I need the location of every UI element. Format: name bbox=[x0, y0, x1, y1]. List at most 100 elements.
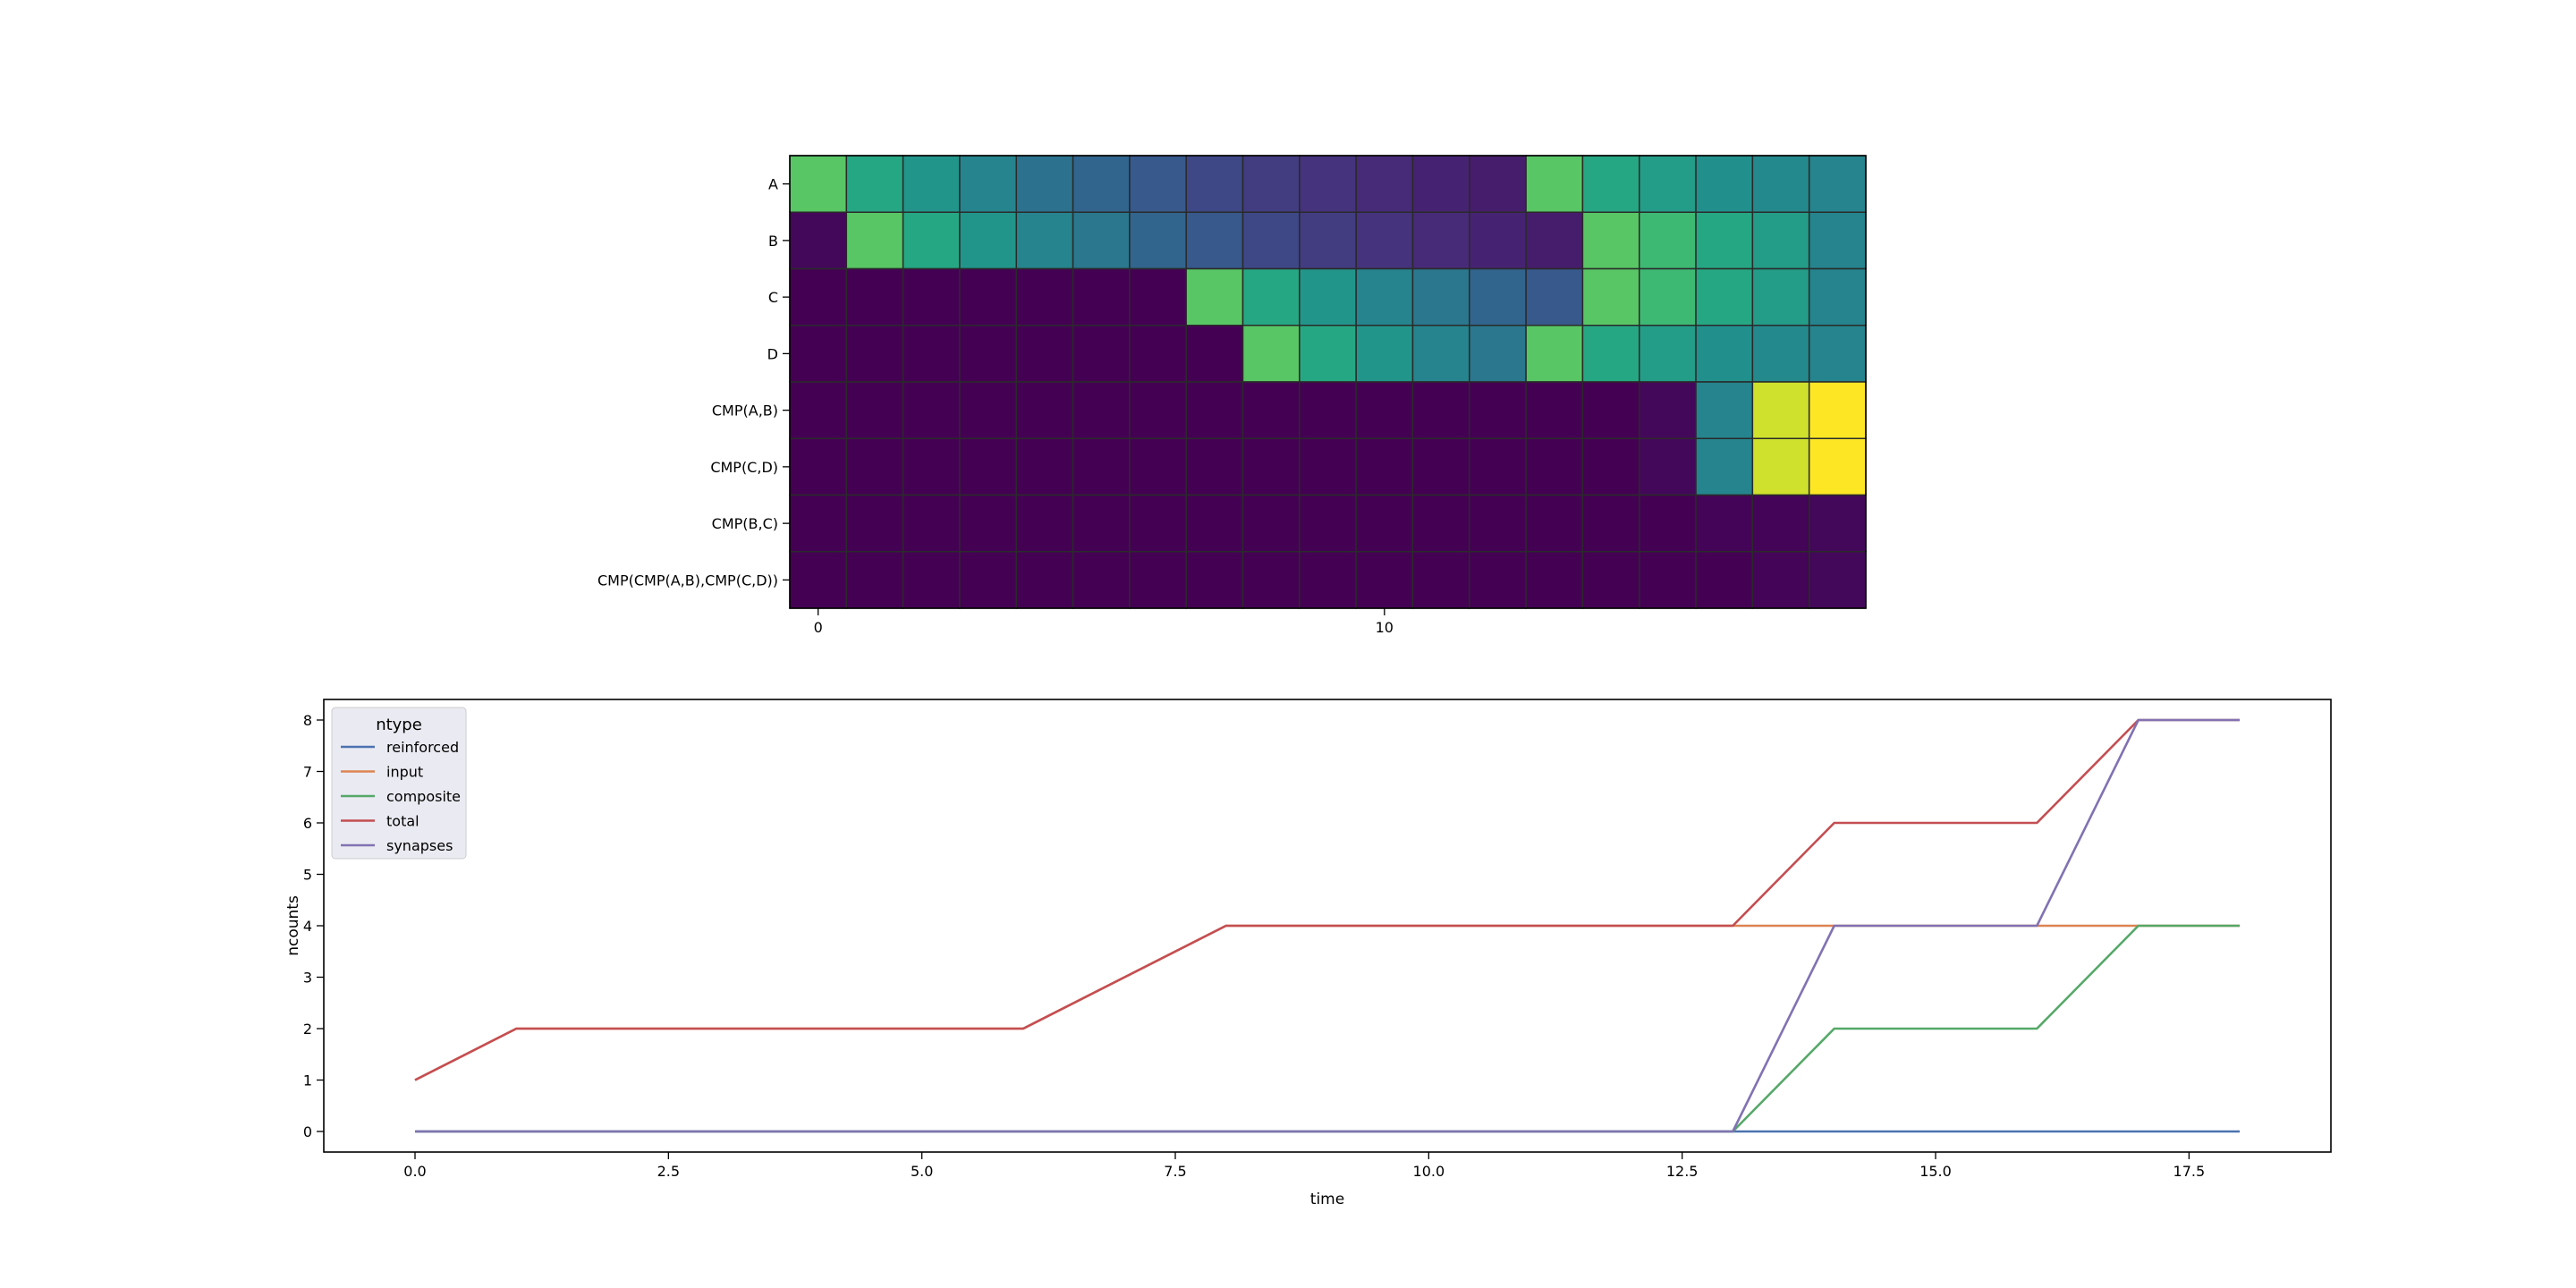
heatmap-cell bbox=[1355, 325, 1414, 383]
legend-label-composite: composite bbox=[386, 788, 461, 805]
heatmap-cell bbox=[1469, 267, 1527, 326]
y-tick-label: 3 bbox=[303, 970, 312, 987]
heatmap-cell bbox=[1185, 494, 1244, 553]
legend-title: ntype bbox=[376, 716, 422, 734]
heatmap-row-label: A bbox=[768, 176, 778, 193]
heatmap-cell bbox=[1355, 381, 1414, 439]
heatmap-cell bbox=[1299, 267, 1357, 326]
heatmap-cell bbox=[1469, 155, 1527, 213]
heatmap-cell bbox=[1241, 211, 1301, 270]
heatmap-cell bbox=[1129, 551, 1187, 609]
heatmap-cell bbox=[1469, 381, 1527, 439]
heatmap-cell bbox=[1808, 437, 1867, 496]
x-tick-label: 10.0 bbox=[1413, 1163, 1445, 1180]
heatmap-cell bbox=[1695, 155, 1754, 213]
y-tick-label: 2 bbox=[303, 1021, 312, 1038]
heatmap-cell bbox=[1411, 437, 1470, 496]
heatmap-cell bbox=[1581, 267, 1640, 326]
heatmap-cell bbox=[1072, 551, 1131, 609]
heatmap-cell bbox=[1299, 494, 1357, 553]
heatmap-cell bbox=[1129, 325, 1187, 383]
y-tick-label: 1 bbox=[303, 1072, 312, 1089]
heatmap-cell bbox=[1072, 437, 1131, 496]
heatmap-cell bbox=[1355, 267, 1414, 326]
x-tick-label: 17.5 bbox=[2174, 1163, 2206, 1180]
heatmap-cell bbox=[845, 437, 904, 496]
heatmap-cell bbox=[959, 381, 1018, 439]
heatmap-cell bbox=[789, 325, 848, 383]
heatmap-cell bbox=[1695, 551, 1754, 609]
heatmap-cell bbox=[902, 551, 961, 609]
heatmap-cell bbox=[1015, 155, 1074, 213]
heatmap-cell bbox=[845, 494, 904, 553]
heatmap-cell bbox=[1581, 211, 1640, 270]
heatmap-col-tick-label: 0 bbox=[814, 619, 823, 636]
heatmap-cell bbox=[959, 267, 1018, 326]
heatmap-cell bbox=[1299, 155, 1357, 213]
heatmap-cell bbox=[1411, 155, 1470, 213]
heatmap-cell bbox=[1469, 325, 1527, 383]
heatmap-cell bbox=[789, 551, 848, 609]
heatmap-cell bbox=[1581, 437, 1640, 496]
heatmap-cell bbox=[1241, 267, 1301, 326]
heatmap-cell bbox=[1638, 494, 1697, 553]
series-line-total bbox=[414, 718, 2240, 1081]
heatmap-cell bbox=[1072, 381, 1131, 439]
heatmap-cell bbox=[1751, 551, 1810, 609]
heatmap-cell bbox=[1072, 155, 1131, 213]
heatmap-cell bbox=[1355, 494, 1414, 553]
x-tick-label: 7.5 bbox=[1164, 1163, 1186, 1180]
heatmap-cell bbox=[1185, 211, 1244, 270]
y-tick-label: 6 bbox=[303, 815, 312, 832]
heatmap-cell bbox=[1581, 551, 1640, 609]
heatmap-cell bbox=[789, 155, 848, 213]
heatmap-cell bbox=[1355, 551, 1414, 609]
heatmap-cell bbox=[1299, 381, 1357, 439]
heatmap-cell bbox=[1638, 211, 1697, 270]
heatmap-cell bbox=[959, 155, 1018, 213]
heatmap-cell bbox=[1581, 494, 1640, 553]
heatmap-cell bbox=[1751, 494, 1810, 553]
heatmap-cell bbox=[1469, 551, 1527, 609]
heatmap-cell bbox=[1638, 267, 1697, 326]
heatmap-cell bbox=[1469, 211, 1527, 270]
heatmap-cell bbox=[1299, 437, 1357, 496]
heatmap-cell bbox=[1695, 211, 1754, 270]
heatmap-cell bbox=[1129, 381, 1187, 439]
heatmap-cell bbox=[1015, 211, 1074, 270]
heatmap-row-label: D bbox=[767, 345, 778, 362]
heatmap-cell bbox=[1411, 551, 1470, 609]
heatmap-cell bbox=[1695, 325, 1754, 383]
heatmap-cell bbox=[1638, 437, 1697, 496]
heatmap-cell bbox=[1808, 267, 1867, 326]
heatmap-row-label: CMP(CMP(A,B),CMP(C,D)) bbox=[597, 572, 778, 589]
heatmap-cell bbox=[1411, 325, 1470, 383]
heatmap-cell bbox=[1015, 437, 1074, 496]
heatmap-cell bbox=[1241, 325, 1301, 383]
heatmap-cell bbox=[1015, 381, 1074, 439]
heatmap-cell bbox=[1185, 437, 1244, 496]
heatmap-cell bbox=[902, 437, 961, 496]
heatmap-cell bbox=[1241, 437, 1301, 496]
heatmap-cell bbox=[1695, 267, 1754, 326]
heatmap-cell bbox=[789, 494, 848, 553]
heatmap-cell bbox=[902, 325, 961, 383]
heatmap-cell bbox=[845, 381, 904, 439]
heatmap-row-label: C bbox=[768, 289, 778, 306]
x-axis-label: time bbox=[1310, 1191, 1344, 1208]
x-tick-label: 2.5 bbox=[657, 1163, 680, 1180]
y-tick-label: 0 bbox=[303, 1123, 312, 1140]
heatmap-cell bbox=[1355, 155, 1414, 213]
heatmap-cell bbox=[1808, 551, 1867, 609]
heatmap-cell bbox=[1299, 211, 1357, 270]
legend-label-input: input bbox=[386, 764, 423, 781]
heatmap-cell bbox=[789, 437, 848, 496]
heatmap-cell bbox=[959, 551, 1018, 609]
heatmap-cell bbox=[902, 381, 961, 439]
heatmap-cell bbox=[1525, 494, 1584, 553]
heatmap-cell bbox=[1185, 381, 1244, 439]
y-tick-label: 8 bbox=[303, 712, 312, 729]
heatmap-cell bbox=[1185, 155, 1244, 213]
heatmap-cell bbox=[1581, 325, 1640, 383]
